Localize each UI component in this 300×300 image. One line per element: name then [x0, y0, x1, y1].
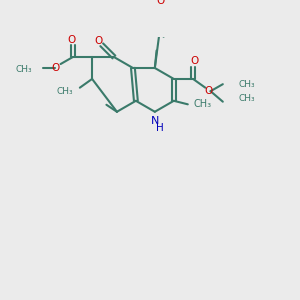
Text: O: O [51, 62, 59, 73]
Text: O: O [94, 36, 102, 46]
Text: CH₃: CH₃ [194, 99, 212, 109]
Text: CH₃: CH₃ [238, 94, 255, 103]
Text: O: O [67, 34, 75, 44]
Text: CH₃: CH₃ [15, 65, 32, 74]
Text: H: H [156, 122, 164, 133]
Text: O: O [191, 56, 199, 66]
Text: O: O [156, 0, 164, 6]
Text: CH₃: CH₃ [238, 80, 255, 89]
Text: CH₃: CH₃ [56, 87, 73, 96]
Text: O: O [205, 86, 213, 96]
Text: N: N [151, 116, 159, 125]
